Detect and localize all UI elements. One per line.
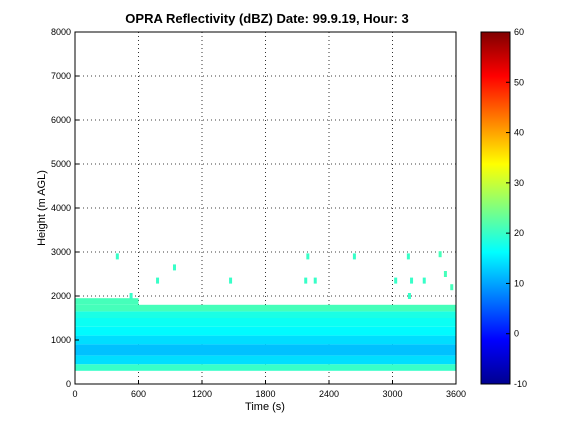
y-tick-label: 2000 <box>51 291 71 301</box>
y-tick-label: 7000 <box>51 71 71 81</box>
x-tick-label: 3000 <box>382 389 402 399</box>
reflectivity-echo <box>172 264 176 271</box>
colorbar-tick-label: 60 <box>514 27 524 37</box>
reflectivity-echo <box>410 277 414 284</box>
y-tick-label: 4000 <box>51 203 71 213</box>
reflectivity-echo <box>313 277 317 284</box>
x-tick-label: 600 <box>131 389 146 399</box>
reflectivity-echo <box>443 271 447 277</box>
x-tick-label: 1800 <box>255 389 275 399</box>
x-tick-label: 2400 <box>319 389 339 399</box>
reflectivity-echo <box>304 277 308 284</box>
reflectivity-layer <box>75 304 456 312</box>
reflectivity-echo <box>306 253 310 260</box>
reflectivity-echo <box>394 277 398 284</box>
y-axis-label: Height (m AGL) <box>36 170 48 246</box>
reflectivity-layer <box>75 298 139 305</box>
colorbar-gradient <box>480 31 511 385</box>
colorbar-tick-label: 20 <box>514 228 524 238</box>
reflectivity-echo <box>438 251 442 258</box>
x-tick-label: 3600 <box>446 389 466 399</box>
reflectivity-layer <box>75 364 456 371</box>
reflectivity-echo <box>156 277 160 284</box>
x-axis-label: Time (s) <box>245 401 285 413</box>
reflectivity-layer <box>75 326 456 336</box>
colorbar-tick-label: 0 <box>514 329 519 339</box>
y-tick-label: 5000 <box>51 159 71 169</box>
reflectivity-layer <box>75 355 456 365</box>
heatmap-cells <box>75 251 456 371</box>
y-tick-label: 1000 <box>51 335 71 345</box>
reflectivity-echo <box>422 277 426 284</box>
reflectivity-echo <box>115 253 119 260</box>
reflectivity-echo <box>450 284 454 291</box>
colorbar-tick-label: 40 <box>514 128 524 138</box>
colorbar-tick-label: 30 <box>514 178 524 188</box>
y-tick-label: 8000 <box>51 27 71 37</box>
y-axis-ticks: 0 1000 2000 3000 4000 5000 6000 7000 8000 <box>51 27 79 389</box>
reflectivity-echo <box>352 253 356 260</box>
colorbar-ticks: -10 0 10 20 30 40 50 60 <box>506 27 527 389</box>
y-tick-label: 3000 <box>51 247 71 257</box>
reflectivity-echo <box>406 253 410 260</box>
colorbar-tick-label: 10 <box>514 278 524 288</box>
colorbar: -10 0 10 20 30 40 50 60 <box>480 27 527 389</box>
y-tick-label: 0 <box>66 379 71 389</box>
y-tick-label: 6000 <box>51 115 71 125</box>
reflectivity-layer <box>75 335 456 345</box>
colorbar-tick-label: 50 <box>514 77 524 87</box>
x-tick-label: 1200 <box>192 389 212 399</box>
chart-title: OPRA Reflectivity (dBZ) Date: 99.9.19, H… <box>125 11 408 26</box>
reflectivity-layer <box>75 344 456 356</box>
x-axis-ticks: 0 600 1200 1800 2400 3000 3600 <box>72 380 466 399</box>
colorbar-tick-label: -10 <box>514 379 527 389</box>
reflectivity-layer <box>75 311 456 318</box>
plot-area: 0 600 1200 1800 2400 3000 3600 0 1000 2000 3000 40… <box>51 27 466 399</box>
x-tick-label: 0 <box>72 389 77 399</box>
reflectivity-layer <box>75 318 456 327</box>
reflectivity-echo <box>129 293 133 299</box>
reflectivity-echo <box>407 293 411 299</box>
reflectivity-echo <box>229 277 233 284</box>
